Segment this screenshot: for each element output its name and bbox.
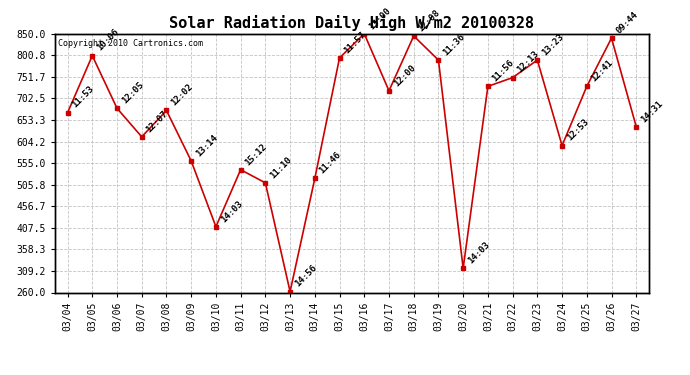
Text: 12:13: 12:13 bbox=[515, 50, 541, 75]
Text: 13:14: 13:14 bbox=[194, 133, 219, 158]
Text: 11:36: 11:36 bbox=[441, 32, 466, 57]
Text: 15:12: 15:12 bbox=[244, 141, 269, 167]
Text: 12:53: 12:53 bbox=[565, 117, 590, 143]
Text: Copyright 2010 Cartronics.com: Copyright 2010 Cartronics.com bbox=[58, 39, 203, 48]
Title: Solar Radiation Daily High W/m2 20100328: Solar Radiation Daily High W/m2 20100328 bbox=[170, 15, 534, 31]
Text: 14:31: 14:31 bbox=[639, 99, 664, 124]
Text: 13:23: 13:23 bbox=[540, 32, 566, 57]
Text: 11:56: 11:56 bbox=[491, 58, 516, 84]
Text: 09:44: 09:44 bbox=[614, 10, 640, 35]
Text: 14:03: 14:03 bbox=[219, 199, 244, 224]
Text: 10:06: 10:06 bbox=[95, 27, 121, 53]
Text: 12:41: 12:41 bbox=[589, 58, 615, 84]
Text: 11:10: 11:10 bbox=[268, 155, 293, 180]
Text: 14:56: 14:56 bbox=[293, 264, 318, 289]
Text: 11:57: 11:57 bbox=[342, 30, 368, 55]
Text: 12:08: 12:08 bbox=[417, 8, 442, 33]
Text: 12:00: 12:00 bbox=[392, 63, 417, 88]
Text: 12:02: 12:02 bbox=[169, 82, 195, 108]
Text: 12:05: 12:05 bbox=[120, 80, 145, 105]
Text: 12:07: 12:07 bbox=[144, 109, 170, 134]
Text: 13:00: 13:00 bbox=[367, 6, 393, 31]
Text: 11:46: 11:46 bbox=[317, 150, 343, 176]
Text: 11:53: 11:53 bbox=[70, 84, 96, 110]
Text: 14:03: 14:03 bbox=[466, 240, 491, 266]
